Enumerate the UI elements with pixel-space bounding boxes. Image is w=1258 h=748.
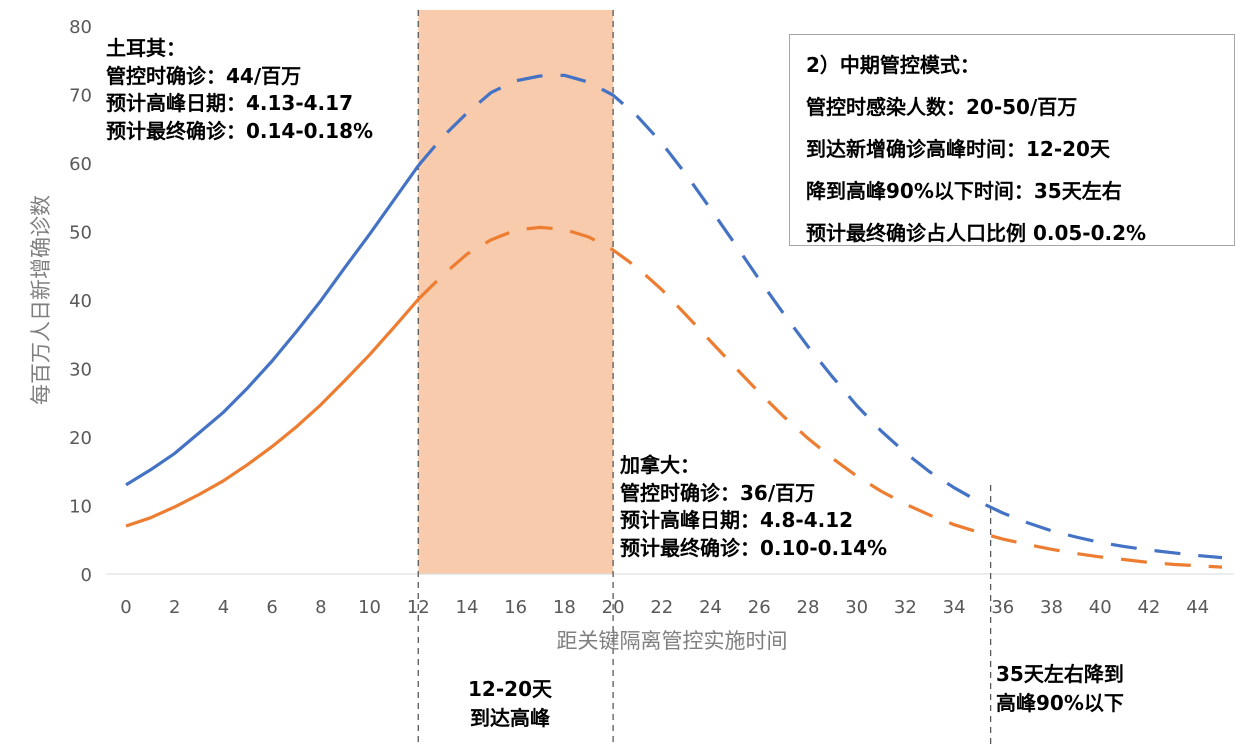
- decline-line2: 高峰90%以下: [996, 691, 1124, 715]
- x-tick-label: 6: [266, 597, 277, 618]
- y-axis-title: 每百万人日新增确诊数: [29, 195, 53, 405]
- peak-window-band: [418, 10, 614, 574]
- x-tick-label: 36: [991, 597, 1014, 618]
- canada-final: 预计最终确诊：0.10-0.14%: [620, 535, 888, 560]
- y-tick-label: 10: [69, 497, 92, 518]
- turkey-final: 预计最终确诊：0.14-0.18%: [106, 118, 374, 143]
- canada-annotation: 加拿大： 管控时确诊：36/百万 预计高峰日期：4.8-4.12 预计最终确诊：…: [620, 452, 887, 562]
- y-tick-label: 40: [69, 291, 92, 312]
- box-infected: 管控时感染人数：20-50/百万: [806, 95, 1078, 119]
- turkey-title: 土耳其：: [106, 36, 186, 60]
- turkey-peak: 预计高峰日期：4.13-4.17: [106, 91, 353, 115]
- box-final-ratio: 预计最终确诊占人口比例 0.05-0.2%: [806, 221, 1147, 245]
- x-tick-label: 18: [553, 597, 576, 618]
- y-tick-label: 20: [69, 428, 92, 449]
- x-tick-label: 4: [218, 597, 229, 618]
- peak-window-line1: 12-20天: [468, 677, 552, 701]
- x-tick-label: 26: [748, 597, 771, 618]
- x-tick-label: 16: [504, 597, 527, 618]
- x-tick-label: 32: [894, 597, 917, 618]
- peak-window-line2: 到达高峰: [470, 706, 550, 730]
- x-tick-label: 42: [1137, 597, 1160, 618]
- x-tick-label: 28: [797, 597, 820, 618]
- x-tick-label: 0: [120, 597, 131, 618]
- x-tick-label: 10: [358, 597, 381, 618]
- x-tick-label: 12: [407, 597, 430, 618]
- series-1-dashed-line: [417, 225, 1223, 569]
- series-0-solid-line: [125, 164, 420, 487]
- y-tick-label: 50: [69, 223, 92, 244]
- x-tick-label: 8: [315, 597, 326, 618]
- x-tick-label: 20: [602, 597, 625, 618]
- x-tick-label: 38: [1040, 597, 1063, 618]
- y-tick-label: 0: [81, 565, 92, 586]
- canada-cases: 管控时确诊：36/百万: [620, 480, 816, 505]
- x-tick-label: 34: [943, 597, 966, 618]
- y-tick-label: 70: [69, 86, 92, 107]
- x-tick-label: 44: [1186, 597, 1209, 618]
- x-tick-label: 2: [169, 597, 180, 618]
- x-tick-label: 24: [699, 597, 722, 618]
- canada-title: 加拿大：: [620, 453, 700, 477]
- x-tick-label: 22: [650, 597, 673, 618]
- canada-peak: 预计高峰日期：4.8-4.12: [620, 508, 854, 532]
- y-tick-label: 30: [69, 360, 92, 381]
- axes-layer: 0 2 4 6 8 10 12 14 16 18 20 22 24 26 28 30 32 34 36 38 40 42 4…: [69, 10, 1234, 745]
- box-title: 2）中期管控模式：: [806, 53, 980, 77]
- x-tick-label: 40: [1089, 597, 1112, 618]
- turkey-annotation: 土耳其： 管控时确诊：44/百万 预计高峰日期：4.13-4.17 预计最终确诊…: [106, 35, 373, 145]
- box-decline-time: 降到高峰90%以下时间：35天左右: [806, 179, 1122, 203]
- peak-window-annotation: 12-20天 到达高峰: [445, 675, 575, 733]
- decline-line1: 35天左右降到: [996, 662, 1124, 686]
- background-layer: [418, 10, 614, 574]
- mode-summary-box: 2）中期管控模式： 管控时感染人数：20-50/百万 到达新增确诊高峰时间：12…: [789, 34, 1235, 246]
- decline-annotation: 35天左右降到 高峰90%以下: [996, 660, 1124, 718]
- series-1-solid-line: [125, 298, 420, 528]
- y-tick-label: 60: [69, 154, 92, 175]
- turkey-cases: 管控时确诊：44/百万: [106, 63, 302, 88]
- x-axis-title: 距关键隔离管控实施时间: [557, 629, 788, 653]
- box-peak-time: 到达新增确诊高峰时间：12-20天: [806, 137, 1110, 161]
- series-layer: [125, 73, 1223, 569]
- series-0-dashed-line: [417, 73, 1223, 560]
- x-tick-label: 30: [845, 597, 868, 618]
- x-tick-label: 14: [456, 597, 479, 618]
- y-tick-label: 80: [69, 17, 92, 38]
